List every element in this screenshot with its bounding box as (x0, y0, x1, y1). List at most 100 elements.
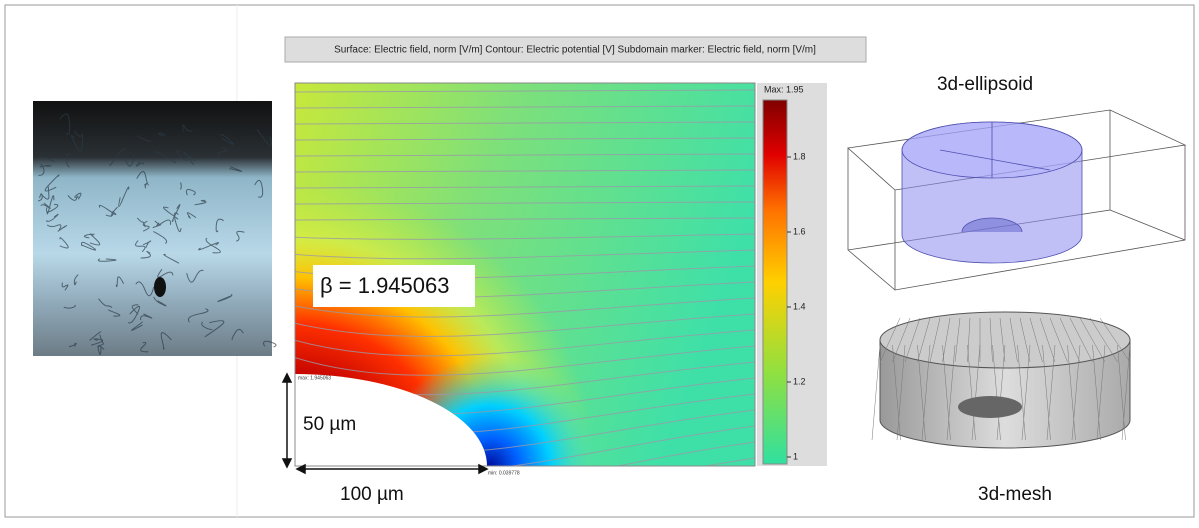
mesh-edge (1049, 317, 1068, 363)
cell-edge (40, 202, 51, 209)
mesh-edge (1039, 317, 1056, 363)
cell-edge (236, 230, 245, 242)
cell-edge (180, 182, 182, 190)
cell-edge (263, 340, 277, 348)
cell-edge (89, 331, 102, 341)
cell-edge (201, 321, 213, 331)
cell-edge (57, 224, 68, 232)
min-marker: min: 0.039778 (488, 470, 520, 476)
cell-edge (67, 195, 78, 201)
cell-edge (136, 161, 145, 167)
cell-edge (107, 309, 121, 317)
ellipsoid-view (847, 109, 1187, 291)
cell-edge (186, 212, 197, 219)
cell-edge (74, 192, 82, 200)
cell-edge (155, 151, 176, 163)
colorbar-tick-label: 1.4 (793, 301, 806, 311)
cell-edge (38, 156, 55, 163)
contour-line (295, 441, 755, 466)
cell-edge (217, 293, 233, 302)
mesh-edge (1079, 317, 1106, 363)
colorbar (762, 99, 788, 465)
dimension-arrows (281, 372, 489, 475)
cell-edge (115, 276, 125, 288)
cell-edge (135, 281, 155, 297)
colorbar-tick-label: 1.6 (793, 226, 806, 236)
cell-edge (187, 308, 209, 323)
mesh-edge (989, 317, 993, 363)
cell-edge (127, 305, 141, 324)
cell-edge (91, 338, 104, 346)
cell-edge (73, 130, 84, 141)
cell-edge (218, 146, 228, 161)
cell-edge (40, 186, 50, 200)
cell-edge (173, 212, 182, 233)
cell-edge (39, 164, 52, 168)
cell-edge (152, 220, 162, 229)
cell-edge (98, 298, 113, 308)
cell-edge (186, 269, 204, 283)
cell-edge (61, 282, 69, 291)
cell-edge (80, 241, 97, 251)
cell-edge (215, 218, 224, 233)
cell-edge (66, 153, 71, 168)
ellipsoid-title: 3d-ellipsoid (937, 74, 1033, 95)
cell-edge (97, 345, 105, 356)
cell-edge (89, 233, 101, 246)
mesh-edge (921, 344, 931, 441)
cell-edge (136, 217, 146, 228)
cell-edge (205, 237, 221, 254)
cell-edge (135, 240, 146, 253)
mesh-edge (892, 317, 911, 363)
mesh-edge (1099, 317, 1131, 363)
cell-edge (136, 171, 150, 186)
mesh-edge (1071, 344, 1081, 441)
cell-edge (198, 242, 220, 251)
mesh-edge (1089, 317, 1118, 363)
cell-edge (140, 313, 153, 321)
mesh-edge (1096, 344, 1106, 441)
contour-line (295, 345, 755, 376)
cell-edge (160, 332, 172, 350)
cell-edge (156, 219, 172, 227)
mesh-edge (917, 317, 931, 363)
max-marker: max: 1.945063 (298, 375, 331, 381)
cell-edge (70, 135, 83, 152)
cell-edge (140, 342, 149, 353)
mesh-view (871, 311, 1131, 449)
beta-box (313, 265, 475, 307)
mesh-edge (929, 317, 941, 363)
cell-edge (59, 113, 71, 135)
cell-edge (45, 203, 59, 213)
cell-edge (46, 195, 55, 215)
mesh-edge (896, 344, 906, 441)
cell-edge (63, 304, 76, 309)
mesh-edge (942, 344, 951, 441)
mesh-edge (1017, 344, 1026, 441)
cell-edge (105, 211, 114, 217)
mesh-edge (996, 344, 1006, 441)
cell-edge (118, 186, 130, 208)
mesh-edge (1092, 344, 1101, 441)
cell-edge (124, 155, 135, 167)
mesh-edge (992, 344, 1001, 441)
cell-edge (59, 237, 69, 249)
cell-edge (109, 148, 125, 167)
mesh-edge (1121, 344, 1131, 441)
cell-edge (45, 213, 59, 222)
cell-edge (194, 199, 207, 206)
colorbar-tick-label: 1.2 (793, 376, 806, 386)
cell-edge (229, 166, 243, 172)
cell-edge (44, 174, 60, 192)
cell-edge (220, 133, 234, 145)
cell-edge (231, 328, 244, 341)
cell-edge (140, 250, 151, 259)
colorbar-max: Max: 1.95 (764, 84, 804, 94)
cell-edge (163, 253, 180, 264)
cell-edge (136, 135, 152, 142)
width-label: 100 µm (340, 484, 404, 505)
header-bar (284, 36, 867, 63)
mesh-edge (999, 317, 1006, 363)
mesh-edge (1059, 317, 1081, 363)
